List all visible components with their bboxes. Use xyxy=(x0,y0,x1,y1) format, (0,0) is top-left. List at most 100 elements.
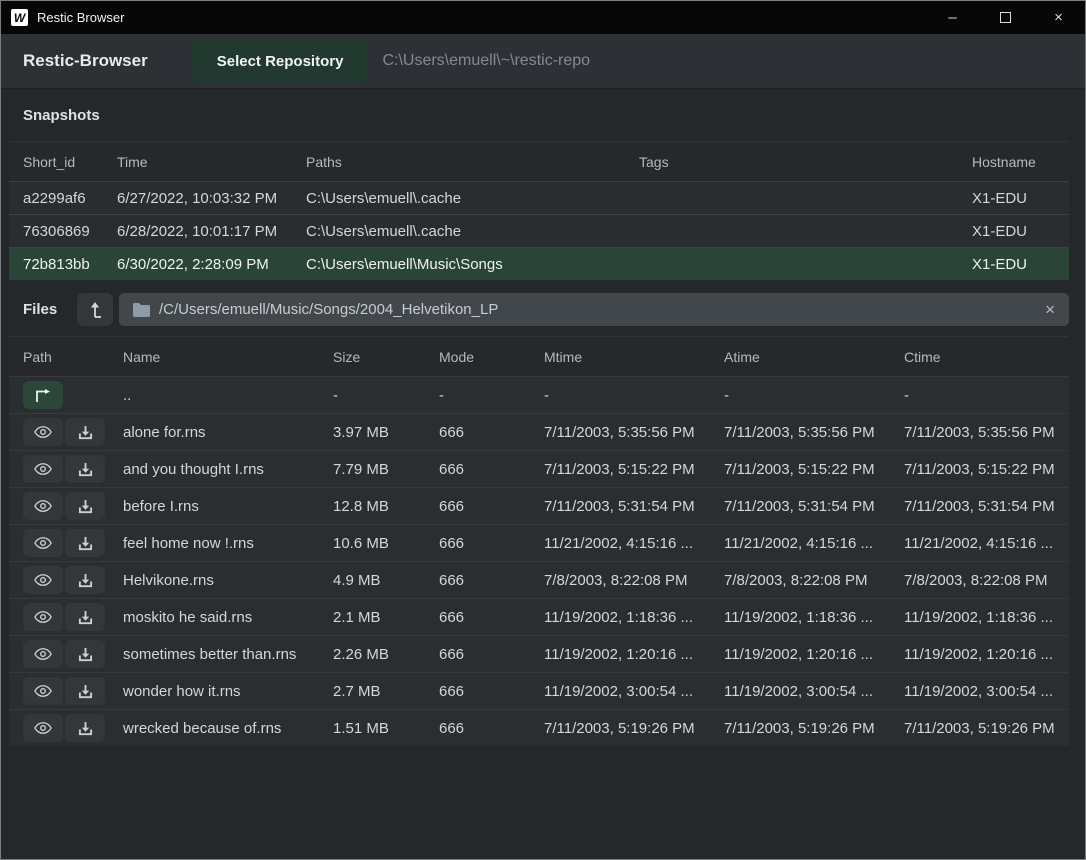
snapshot-row[interactable]: a2299af6 6/27/2022, 10:03:32 PM C:\Users\e… xyxy=(9,181,1069,214)
eye-icon xyxy=(34,500,52,512)
snapshot-row[interactable]: 72b813bb 6/30/2022, 2:28:09 PM C:\Users\em… xyxy=(9,247,1069,280)
file-actions xyxy=(9,529,109,557)
folder-icon xyxy=(133,302,150,317)
preview-file-button[interactable] xyxy=(23,566,63,594)
file-name: .. xyxy=(123,386,132,404)
snapshot-row[interactable]: 76306869 6/28/2022, 10:01:17 PM C:\Users\e… xyxy=(9,214,1069,247)
file-atime: 11/19/2002, 3:00:54 ... xyxy=(724,682,874,700)
files-bar: Files /C/Users/emuell/Music/Songs/2004_H… xyxy=(1,280,1085,336)
file-row: feel home now !.rns 10.6 MB 666 11/21/2002,… xyxy=(9,524,1069,561)
file-size: 2.7 MB xyxy=(333,682,381,700)
repository-path-text: C:\Users\emuell\~\restic-repo xyxy=(382,52,591,69)
download-file-button[interactable] xyxy=(65,714,105,742)
file-ctime: 11/19/2002, 1:20:16 ... xyxy=(904,645,1054,663)
file-atime: - xyxy=(724,386,729,404)
snapshot-short-id: a2299af6 xyxy=(23,189,86,207)
download-file-button[interactable] xyxy=(65,529,105,557)
file-mode: 666 xyxy=(439,608,465,626)
clear-path-button[interactable]: × xyxy=(1045,300,1055,319)
snapshots-section-header: Snapshots xyxy=(1,89,1085,141)
eye-icon xyxy=(34,648,52,660)
file-name: sometimes better than.rns xyxy=(123,645,297,663)
file-atime: 7/11/2003, 5:35:56 PM xyxy=(724,423,875,441)
file-mode: 666 xyxy=(439,497,465,515)
file-mode: 666 xyxy=(439,682,465,700)
download-file-button[interactable] xyxy=(65,566,105,594)
maximize-button[interactable] xyxy=(979,1,1032,34)
column-tags: Tags xyxy=(639,153,669,170)
file-name: Helvikone.rns xyxy=(123,571,214,589)
file-ctime: 7/11/2003, 5:31:54 PM xyxy=(904,497,1055,515)
file-mtime: 7/11/2003, 5:31:54 PM xyxy=(544,497,695,515)
go-to-parent-button[interactable] xyxy=(23,381,63,409)
file-size: 2.1 MB xyxy=(333,608,381,626)
file-row: sometimes better than.rns 2.26 MB 666 11/19… xyxy=(9,635,1069,672)
download-icon xyxy=(78,462,92,476)
download-icon xyxy=(78,499,92,513)
preview-file-button[interactable] xyxy=(23,640,63,668)
eye-icon xyxy=(34,722,52,734)
files-table-body: .. - - - - - alone for.rns 3.97 MB 666 7/11/2003,… xyxy=(9,376,1069,746)
file-size: 4.9 MB xyxy=(333,571,381,589)
minimize-button[interactable]: – xyxy=(926,1,979,34)
preview-file-button[interactable] xyxy=(23,603,63,631)
file-row: alone for.rns 3.97 MB 666 7/11/2003, 5:35:5… xyxy=(9,413,1069,450)
download-file-button[interactable] xyxy=(65,492,105,520)
preview-file-button[interactable] xyxy=(23,677,63,705)
snapshot-hostname: X1-EDU xyxy=(972,255,1028,273)
column-name: Name xyxy=(123,348,161,365)
file-mode: 666 xyxy=(439,423,465,441)
file-actions xyxy=(9,492,109,520)
file-size: 3.97 MB xyxy=(333,423,389,441)
preview-file-button[interactable] xyxy=(23,418,63,446)
file-actions xyxy=(9,455,109,483)
eye-icon xyxy=(34,574,52,586)
repository-toolbar: Restic-Browser Select Repository C:\User… xyxy=(1,34,1085,89)
file-atime: 7/11/2003, 5:15:22 PM xyxy=(724,460,875,478)
download-icon xyxy=(78,647,92,661)
file-name: wonder how it.rns xyxy=(123,682,241,700)
download-file-button[interactable] xyxy=(65,640,105,668)
column-path: Path xyxy=(23,348,52,365)
current-path-bar[interactable]: /C/Users/emuell/Music/Songs/2004_Helveti… xyxy=(119,293,1069,326)
files-section-title: Files xyxy=(23,301,58,318)
file-row: and you thought I.rns 7.79 MB 666 7/11/2003… xyxy=(9,450,1069,487)
file-mtime: 7/11/2003, 5:35:56 PM xyxy=(544,423,695,441)
titlebar[interactable]: W Restic Browser – × xyxy=(1,1,1085,34)
file-mtime: 11/21/2002, 4:15:16 ... xyxy=(544,534,694,552)
download-file-button[interactable] xyxy=(65,455,105,483)
download-file-button[interactable] xyxy=(65,603,105,631)
snapshots-section-title: Snapshots xyxy=(23,107,100,124)
preview-file-button[interactable] xyxy=(23,492,63,520)
go-to-root-button[interactable] xyxy=(77,293,113,326)
titlebar-left: W Restic Browser xyxy=(1,9,926,26)
preview-file-button[interactable] xyxy=(23,529,63,557)
eye-icon xyxy=(34,685,52,697)
current-path-text: /C/Users/emuell/Music/Songs/2004_Helveti… xyxy=(159,301,499,318)
file-size: 12.8 MB xyxy=(333,497,389,515)
file-atime: 11/19/2002, 1:18:36 ... xyxy=(724,608,874,626)
file-mode: - xyxy=(439,386,444,404)
preview-file-button[interactable] xyxy=(23,714,63,742)
file-name: wrecked because of.rns xyxy=(123,719,282,737)
file-mtime: 7/11/2003, 5:19:26 PM xyxy=(544,719,695,737)
wails-logo-icon: W xyxy=(11,9,28,26)
file-name: and you thought I.rns xyxy=(123,460,264,478)
download-file-button[interactable] xyxy=(65,677,105,705)
file-ctime: 7/8/2003, 8:22:08 PM xyxy=(904,571,1048,589)
window-controls: – × xyxy=(926,1,1085,34)
download-file-button[interactable] xyxy=(65,418,105,446)
file-ctime: - xyxy=(904,386,909,404)
close-button[interactable]: × xyxy=(1032,1,1085,34)
up-arrow-from-bar-icon xyxy=(90,301,101,318)
preview-file-button[interactable] xyxy=(23,455,63,483)
snapshots-table-body: a2299af6 6/27/2022, 10:03:32 PM C:\Users\e… xyxy=(9,181,1069,280)
column-ctime: Ctime xyxy=(904,348,941,365)
file-name: moskito he said.rns xyxy=(123,608,253,626)
select-repository-button[interactable]: Select Repository xyxy=(191,39,369,83)
column-short-id: Short_id xyxy=(23,153,76,170)
column-paths: Paths xyxy=(306,153,342,170)
file-actions xyxy=(9,566,109,594)
file-actions xyxy=(9,381,109,409)
